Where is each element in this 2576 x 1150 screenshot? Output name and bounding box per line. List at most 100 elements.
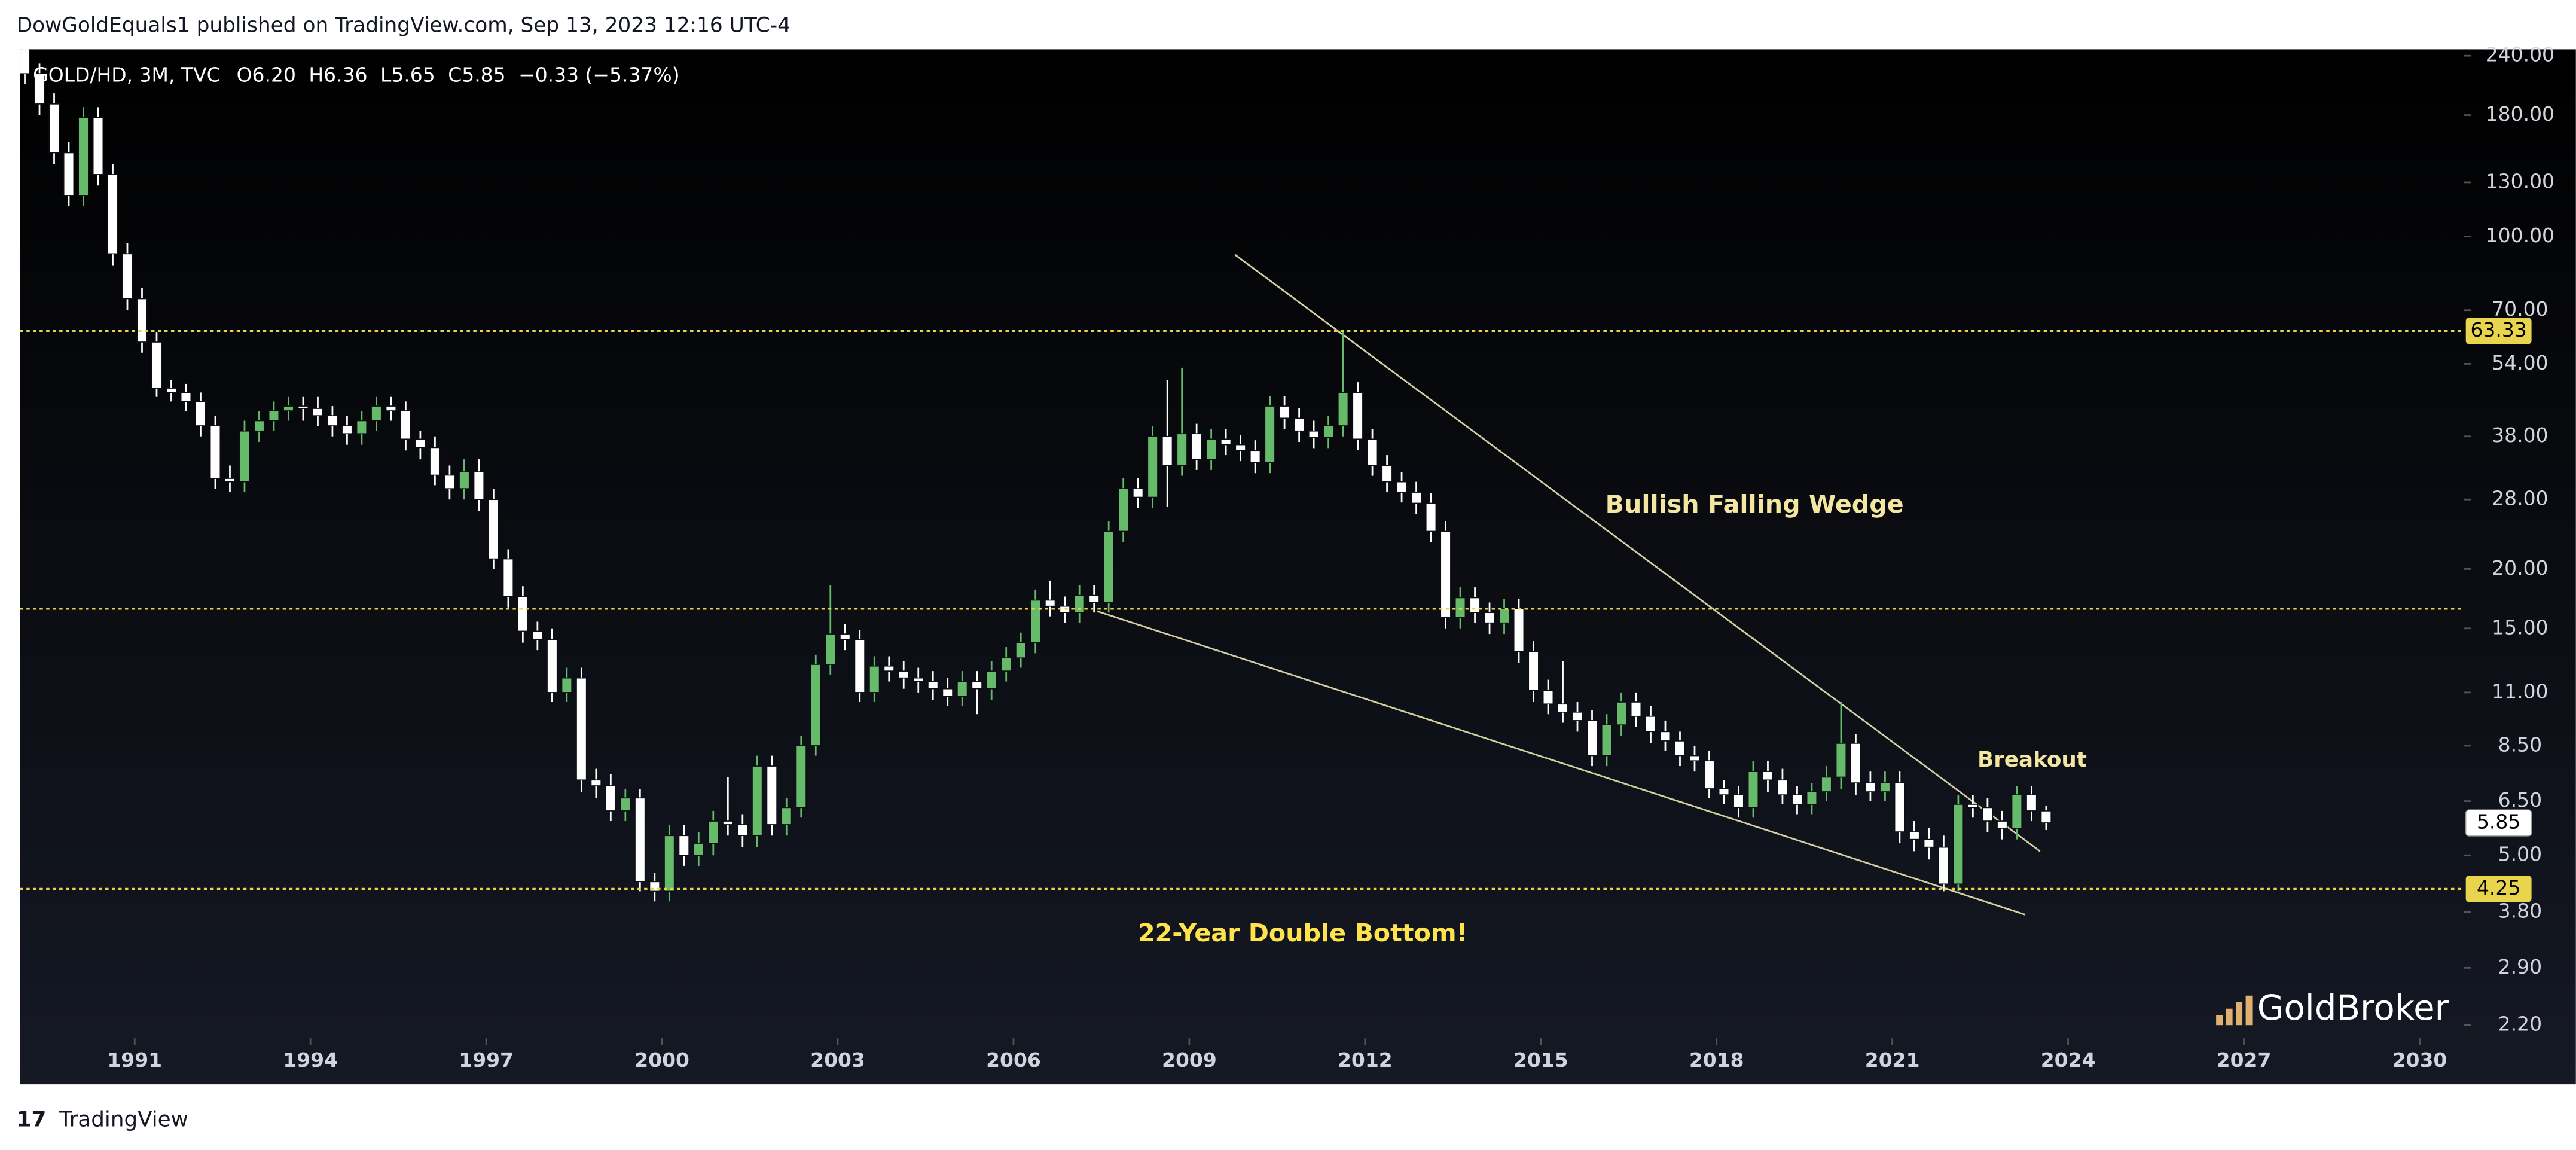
- candle-body: [693, 843, 704, 856]
- candle-body: [766, 765, 777, 825]
- candle-body: [1689, 755, 1701, 762]
- y-tick-label: 54.00: [2492, 351, 2548, 374]
- candle-body: [444, 474, 456, 490]
- candle-body: [151, 341, 163, 389]
- candle-body: [488, 499, 499, 560]
- candle-body: [1586, 720, 1598, 757]
- candle-body: [1645, 715, 1656, 733]
- candle-body: [414, 438, 426, 449]
- x-tick-label: 2027: [2217, 1048, 2272, 1072]
- x-tick-label: 2021: [1865, 1048, 1920, 1072]
- candle-body: [1118, 488, 1129, 532]
- candle-body: [1601, 724, 1613, 757]
- candle-body: [254, 420, 265, 432]
- y-tick-label: 100.00: [2486, 224, 2554, 247]
- candle-body: [1074, 594, 1085, 614]
- logo-bar: [2216, 1015, 2223, 1026]
- x-tick-label: 2012: [1338, 1048, 1393, 1072]
- candle-body: [1088, 594, 1100, 603]
- candle-body: [1045, 599, 1056, 607]
- candle-body: [1894, 782, 1906, 832]
- candle-body: [1864, 782, 1876, 792]
- candle-body: [664, 835, 675, 892]
- candle-body: [971, 681, 982, 690]
- candle-body: [2011, 794, 2023, 829]
- candle-body: [1718, 788, 1730, 795]
- level-tag: [2465, 318, 2532, 344]
- legend-change: −0.33 (−5.37%): [518, 63, 679, 86]
- candle-body: [1571, 711, 1583, 721]
- footer-text: TradingView: [59, 1108, 188, 1132]
- candle-body: [1015, 642, 1027, 659]
- candle-body: [781, 807, 792, 825]
- candle-body: [1147, 435, 1158, 498]
- candle-body: [1498, 608, 1510, 624]
- candle-body: [1952, 804, 1964, 885]
- candle-body: [1454, 597, 1466, 618]
- candle-body: [341, 425, 353, 435]
- candle-body: [1850, 743, 1861, 783]
- candle-body: [312, 408, 323, 416]
- chart-background: [20, 49, 2576, 1085]
- candle-body: [1103, 530, 1115, 603]
- candle-body: [385, 405, 397, 411]
- candle-body: [1982, 807, 1994, 822]
- candle-body: [1967, 804, 1979, 809]
- candle-body: [1162, 435, 1173, 466]
- candle-body: [1366, 438, 1378, 466]
- y-tick-label: 8.50: [2498, 733, 2542, 756]
- logo-bar: [2236, 1002, 2243, 1026]
- candle-body: [502, 558, 514, 597]
- candle-body: [2040, 810, 2052, 823]
- x-tick-label: 2006: [986, 1048, 1041, 1072]
- candle-body: [1528, 651, 1539, 691]
- candle-body: [1469, 597, 1481, 614]
- logo-bar: [2226, 1008, 2233, 1026]
- candle-body: [1337, 392, 1349, 426]
- candle-body: [1791, 794, 1803, 805]
- last-price-label: 5.85: [2477, 810, 2520, 833]
- candle-body: [1264, 405, 1275, 463]
- candle-body: [810, 664, 822, 746]
- y-tick-label: 28.00: [2492, 487, 2548, 510]
- candle-body: [576, 677, 587, 781]
- candle-body: [1293, 417, 1305, 432]
- candle-body: [1733, 794, 1744, 809]
- candle-body: [517, 596, 529, 632]
- candle-body: [590, 779, 602, 786]
- y-tick-label: 20.00: [2492, 556, 2548, 579]
- candle-body: [678, 835, 689, 856]
- y-tick-label: 2.90: [2498, 955, 2542, 978]
- candle-body: [1938, 846, 1949, 885]
- legend-open: O6.20: [237, 63, 296, 86]
- candle-body: [883, 665, 895, 672]
- candle-body: [1777, 779, 1788, 795]
- candle-body: [283, 405, 294, 411]
- candle-body: [239, 430, 251, 483]
- level-tag: [2465, 876, 2532, 902]
- candle-body: [356, 420, 368, 435]
- candle-body: [898, 670, 909, 679]
- candle-body: [1835, 743, 1847, 778]
- y-tick-label: 180.00: [2486, 102, 2554, 126]
- candle-body: [752, 765, 763, 837]
- trendline: [1097, 610, 2026, 916]
- candle-body: [1674, 740, 1686, 757]
- x-tick-label: 2024: [2041, 1048, 2096, 1072]
- y-tick-label: 70.00: [2492, 297, 2548, 321]
- x-tick-label: 2015: [1513, 1048, 1568, 1072]
- candle-body: [1659, 731, 1671, 742]
- y-tick-label: 5.00: [2498, 843, 2542, 866]
- candle-body: [48, 103, 60, 154]
- candle-body: [840, 633, 851, 640]
- candle-body: [297, 405, 309, 409]
- annotation: Bullish Falling Wedge: [1606, 490, 1904, 518]
- legend-symbol: GOLD/HD, 3M, TVC: [33, 63, 220, 86]
- candle-body: [1616, 701, 1627, 726]
- candle-body: [854, 639, 865, 693]
- last-price-tag: [2465, 809, 2532, 837]
- trendline: [1234, 254, 2041, 852]
- candle-body: [1381, 465, 1393, 483]
- candle-body: [532, 630, 544, 640]
